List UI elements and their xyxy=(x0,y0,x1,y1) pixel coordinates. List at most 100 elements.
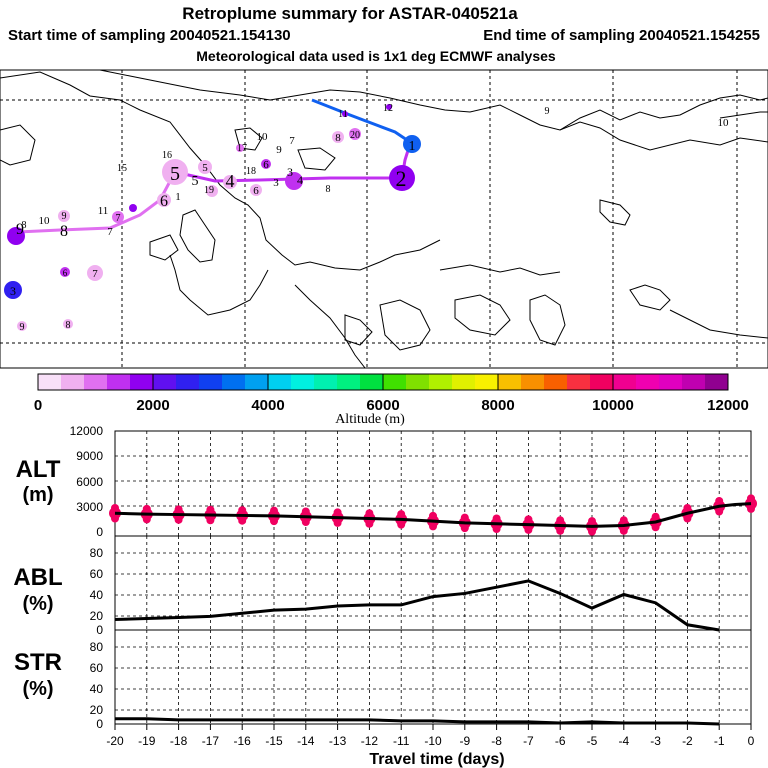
colorbar-swatch xyxy=(84,374,108,390)
colorbar-swatch xyxy=(521,374,545,390)
cluster-point xyxy=(206,185,218,197)
map-day-label: 5 xyxy=(202,162,208,174)
colorbar-swatch xyxy=(245,374,269,390)
colorbar-swatch xyxy=(567,374,591,390)
map-day-label: 8 xyxy=(22,220,27,231)
alt-unit-label: (m) xyxy=(22,484,53,506)
cluster-point xyxy=(157,193,171,207)
alt-scatter-point xyxy=(747,494,755,503)
cluster-point xyxy=(236,144,244,152)
colorbar-swatch xyxy=(176,374,200,390)
abl-ytick-label: 0 xyxy=(96,623,103,637)
colorbar-swatch xyxy=(360,374,384,390)
str-ytick-label: 80 xyxy=(90,640,104,654)
altitude-colorbar xyxy=(38,374,729,390)
alt-scatter-point xyxy=(174,505,183,514)
alt-scatter-point xyxy=(747,504,755,513)
alt-label: ALT xyxy=(16,456,61,483)
map-day-label: 9 xyxy=(276,144,282,156)
x-tick-label: -13 xyxy=(329,734,347,748)
cluster-point xyxy=(58,210,70,222)
map-day-label: 20 xyxy=(350,130,360,141)
cluster-point xyxy=(342,111,348,117)
alt-ytick-label: 9000 xyxy=(76,449,103,463)
map-day-label: 5 xyxy=(170,163,180,185)
x-tick-label: -18 xyxy=(170,734,188,748)
alt-scatter-point xyxy=(142,504,151,513)
colorbar-swatch xyxy=(590,374,614,390)
map-day-label: 12 xyxy=(383,103,393,114)
colorbar-tick-label: 12000 xyxy=(707,397,749,414)
colorbar-tick-label: 10000 xyxy=(592,397,634,414)
cluster-point xyxy=(349,128,361,140)
x-axis-label: Travel time (days) xyxy=(369,751,504,768)
alt-scatter-point xyxy=(397,510,406,519)
cluster-point xyxy=(386,104,392,110)
cluster-point xyxy=(129,204,137,212)
x-tick-label: -5 xyxy=(587,734,598,748)
alt-scatter-point xyxy=(619,526,628,535)
map-day-label: 1 xyxy=(409,139,416,154)
alt-scatter-point xyxy=(651,512,660,521)
colorbar-swatch xyxy=(452,374,476,390)
colorbar-swatch xyxy=(475,374,499,390)
map-day-label: 7 xyxy=(107,226,113,238)
colorbar-tick-label: 8000 xyxy=(481,397,514,414)
map-day-label: 15 xyxy=(117,163,127,174)
colorbar-axis-label: Altitude (m) xyxy=(335,412,405,427)
map-day-label: 16 xyxy=(162,150,172,161)
x-tick-label: -14 xyxy=(297,734,315,748)
alt-scatter-point xyxy=(301,518,310,526)
colorbar-tick-label: 0 xyxy=(34,397,42,414)
x-tick-label: -11 xyxy=(393,734,410,748)
x-tick-label: -16 xyxy=(234,734,252,748)
map-day-label: 6 xyxy=(263,159,269,171)
colorbar-swatch xyxy=(61,374,85,390)
alt-scatter-point xyxy=(492,514,501,523)
end-time-label: End time of sampling 20040521.154255 xyxy=(483,27,760,44)
x-tick-label: -7 xyxy=(523,734,534,748)
alt-scatter-point xyxy=(206,516,215,525)
colorbar-swatch xyxy=(291,374,315,390)
cluster-point xyxy=(332,131,344,143)
alt-scatter-point xyxy=(683,514,692,523)
x-tick-label: -15 xyxy=(265,734,283,748)
alt-scatter-point xyxy=(397,520,406,529)
str-label: STR xyxy=(14,649,62,676)
map-day-label: 6 xyxy=(253,185,259,197)
colorbar-swatch xyxy=(222,374,246,390)
alt-scatter-point xyxy=(619,516,628,525)
alt-scatter-point xyxy=(715,507,724,516)
colorbar-swatch xyxy=(38,374,62,390)
alt-ytick-label: 12000 xyxy=(70,424,104,438)
map-day-label: 6 xyxy=(63,268,68,278)
abl-ytick-label: 80 xyxy=(90,546,104,560)
alt-scatter-point xyxy=(460,524,469,533)
map-day-label: 9 xyxy=(62,211,67,222)
colorbar-ticks: 0 2000 4000 6000 8000 10000 12000 xyxy=(34,374,749,414)
map-panel: 1 2 3 4 5 6 7 8 9 1 12 11 9 10 8 10 9 7 … xyxy=(0,69,768,369)
colorbar-swatch xyxy=(659,374,683,390)
colorbar-swatch xyxy=(682,374,706,390)
map-day-label: 18 xyxy=(246,166,256,177)
alt-scatter-point xyxy=(460,513,469,522)
x-tick-label: -19 xyxy=(138,734,156,748)
map-day-label: 7 xyxy=(289,135,295,147)
alt-scatter-point xyxy=(429,511,437,520)
alt-scatter-point xyxy=(715,497,724,505)
colorbar-swatch xyxy=(429,374,453,390)
str-series-line xyxy=(115,717,720,726)
cluster-point xyxy=(198,160,212,174)
colorbar-swatch xyxy=(406,374,430,390)
colorbar-swatch xyxy=(544,374,568,390)
colorbar-swatch xyxy=(199,374,223,390)
map-day-label: 7 xyxy=(116,213,121,224)
map-gridlines xyxy=(0,70,768,368)
colorbar-swatch xyxy=(153,374,177,390)
alt-scatter-point xyxy=(111,514,119,523)
cluster-point xyxy=(4,281,22,299)
abl-series-line xyxy=(114,579,720,632)
alt-scatter-point xyxy=(365,509,374,518)
alt-scatter-point xyxy=(492,525,501,533)
map-day-label: 4 xyxy=(297,173,303,187)
